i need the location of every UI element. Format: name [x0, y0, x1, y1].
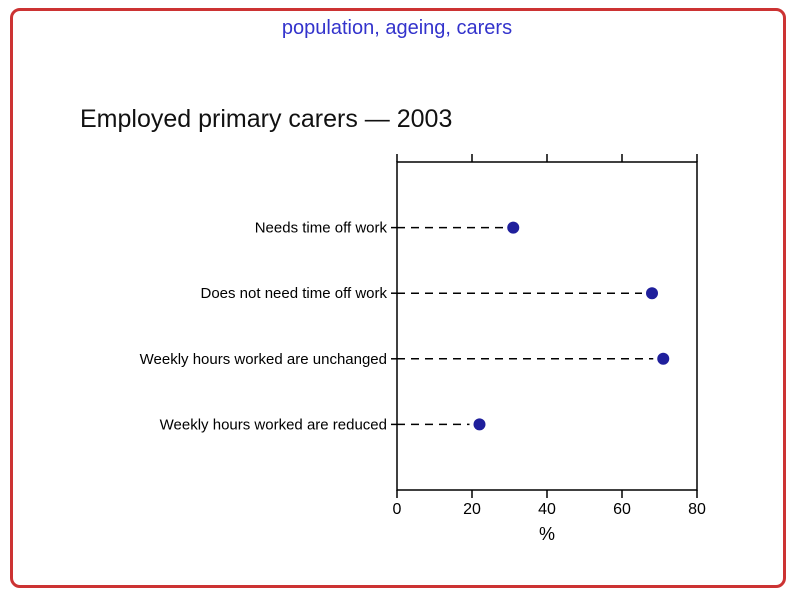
x-tick-label: 60 — [613, 501, 631, 518]
plot-box — [396, 161, 698, 491]
data-dot — [507, 221, 520, 234]
category-label: Does not need time off work — [201, 285, 388, 302]
category-label: Weekly hours worked are unchanged — [140, 351, 387, 368]
data-dot — [657, 352, 670, 365]
x-axis-label: % — [539, 524, 555, 544]
data-dot — [473, 418, 486, 431]
category-label: Needs time off work — [255, 220, 388, 237]
x-tick-label: 40 — [538, 501, 556, 518]
chart-title: Employed primary carers — 2003 — [80, 105, 453, 133]
x-tick-label: 0 — [393, 501, 402, 518]
x-tick-label: 80 — [688, 501, 706, 518]
data-dot — [646, 287, 658, 300]
slide-header-title: population, ageing, carers — [281, 17, 513, 39]
category-label: Weekly hours worked are reduced — [160, 416, 387, 433]
x-tick-label: 20 — [463, 501, 481, 518]
